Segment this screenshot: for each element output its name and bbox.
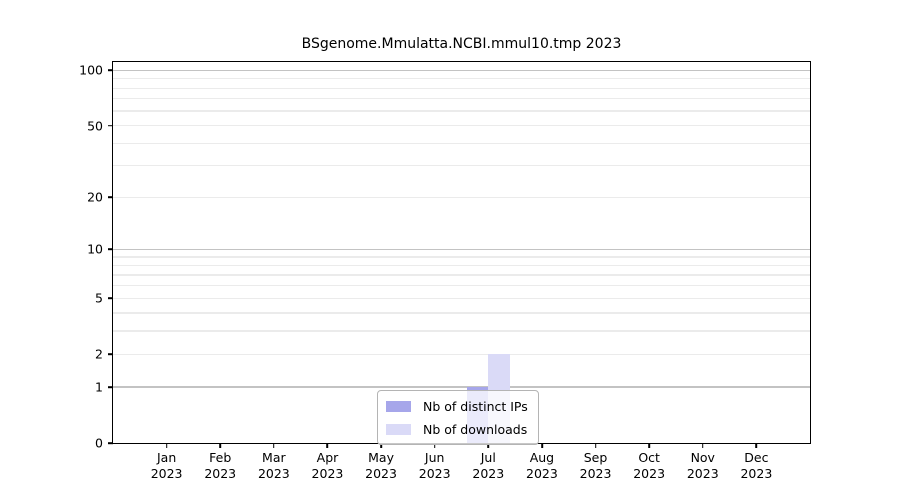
minor-gridline bbox=[113, 196, 810, 198]
x-tick-label-aug: Aug 2023 bbox=[526, 450, 558, 482]
x-tick-label-jun: Jun 2023 bbox=[419, 450, 451, 482]
y-tick-label: 5 bbox=[95, 290, 103, 306]
y-tick-mark bbox=[108, 297, 113, 300]
minor-gridline bbox=[113, 256, 810, 258]
minor-gridline bbox=[113, 353, 810, 355]
y-tick-mark bbox=[108, 248, 113, 251]
x-tick-year: 2023 bbox=[204, 466, 237, 481]
major-gridline bbox=[113, 248, 810, 251]
y-tick-label: 0 bbox=[95, 435, 103, 451]
minor-gridline bbox=[113, 312, 810, 314]
minor-gridline bbox=[113, 330, 810, 332]
x-tick-month: Jun bbox=[424, 450, 445, 465]
x-tick-label-mar: Mar 2023 bbox=[258, 450, 290, 482]
x-tick-mark bbox=[648, 443, 650, 448]
x-tick-year: 2023 bbox=[257, 466, 290, 481]
y-tick-mark bbox=[108, 124, 113, 127]
x-tick-month: Sep bbox=[583, 450, 608, 465]
x-tick-mark bbox=[326, 443, 329, 448]
x-tick-year: 2023 bbox=[150, 466, 183, 481]
x-tick-mark bbox=[541, 443, 543, 448]
x-tick-mark bbox=[380, 443, 382, 448]
x-tick-mark bbox=[755, 443, 758, 448]
y-tick-label: 10 bbox=[87, 241, 103, 257]
y-tick-label: 20 bbox=[87, 189, 103, 205]
x-tick-label-sep: Sep 2023 bbox=[580, 450, 612, 482]
x-tick-year: 2023 bbox=[740, 466, 773, 481]
legend-label: Nb of downloads bbox=[423, 421, 528, 437]
y-tick-mark bbox=[108, 386, 113, 388]
legend-label: Nb of distinct IPs bbox=[423, 398, 528, 414]
x-tick-year: 2023 bbox=[311, 466, 344, 481]
minor-gridline bbox=[113, 264, 810, 267]
x-tick-label-jan: Jan 2023 bbox=[151, 450, 183, 482]
x-tick-month: Mar bbox=[262, 450, 286, 465]
minor-gridline bbox=[113, 297, 810, 299]
minor-gridline bbox=[113, 98, 810, 100]
x-tick-mark bbox=[219, 443, 222, 448]
x-tick-month: Oct bbox=[638, 450, 660, 465]
minor-gridline bbox=[113, 110, 810, 112]
major-gridline bbox=[113, 69, 810, 72]
minor-gridline bbox=[113, 87, 810, 89]
downloads-swatch-icon bbox=[386, 423, 411, 435]
x-tick-year: 2023 bbox=[633, 466, 666, 481]
chart-title: BSgenome.Mmulatta.NCBI.mmul10.tmp 2023 bbox=[301, 36, 622, 52]
x-tick-mark bbox=[701, 443, 704, 448]
y-tick-mark bbox=[108, 442, 113, 444]
minor-gridline bbox=[113, 285, 810, 287]
minor-gridline bbox=[113, 165, 810, 167]
x-tick-label-jul: Jul 2023 bbox=[472, 450, 504, 482]
distinct-ips-swatch-icon bbox=[386, 400, 411, 412]
x-tick-year: 2023 bbox=[365, 466, 397, 481]
x-tick-label-oct: Oct 2023 bbox=[633, 450, 665, 482]
x-tick-mark bbox=[165, 443, 168, 448]
legend-item-downloads: Nb of downloads bbox=[386, 420, 528, 438]
major-gridline bbox=[113, 386, 810, 388]
x-tick-year: 2023 bbox=[579, 466, 612, 481]
y-tick-label: 50 bbox=[87, 118, 103, 134]
x-tick-year: 2023 bbox=[472, 466, 505, 481]
x-tick-month: Nov bbox=[690, 450, 715, 465]
plot-area: 0 1 2 5 10 20 50 100 Jan 2023 Feb 2023 Mar 2023 Apr 20… bbox=[79, 61, 811, 481]
y-tick-label: 1 bbox=[95, 379, 103, 395]
x-tick-label-feb: Feb 2023 bbox=[204, 450, 236, 482]
minor-gridline bbox=[113, 78, 810, 80]
x-tick-label-nov: Nov 2023 bbox=[687, 450, 719, 482]
legend-item-distinct-ips: Nb of distinct IPs bbox=[386, 397, 528, 415]
x-tick-mark bbox=[273, 443, 275, 448]
x-tick-month: Jul bbox=[480, 450, 496, 465]
x-tick-month: Apr bbox=[316, 450, 339, 465]
x-tick-year: 2023 bbox=[418, 466, 451, 481]
x-tick-year: 2023 bbox=[526, 466, 558, 481]
y-tick-mark bbox=[108, 69, 113, 72]
minor-gridline bbox=[113, 142, 810, 144]
x-tick-month: Feb bbox=[209, 450, 232, 465]
x-tick-month: May bbox=[368, 450, 394, 465]
minor-gridline bbox=[113, 124, 810, 127]
x-tick-label-dec: Dec 2023 bbox=[740, 450, 772, 482]
x-tick-label-apr: Apr 2023 bbox=[312, 450, 344, 482]
x-tick-year: 2023 bbox=[686, 466, 719, 481]
y-tick-label: 2 bbox=[95, 346, 103, 362]
y-tick-mark bbox=[108, 353, 113, 356]
x-tick-label-may: May 2023 bbox=[365, 450, 397, 482]
x-tick-month: Aug bbox=[529, 450, 555, 465]
y-tick-label: 100 bbox=[79, 62, 103, 78]
x-tick-month: Jan bbox=[156, 450, 177, 465]
x-tick-month: Dec bbox=[744, 450, 769, 465]
x-tick-mark bbox=[594, 443, 597, 448]
y-tick-mark bbox=[108, 196, 113, 198]
minor-gridline bbox=[113, 274, 810, 276]
legend: Nb of distinct IPs Nb of downloads bbox=[377, 390, 539, 445]
x-tick-mark bbox=[487, 443, 490, 448]
x-tick-mark bbox=[433, 443, 436, 448]
